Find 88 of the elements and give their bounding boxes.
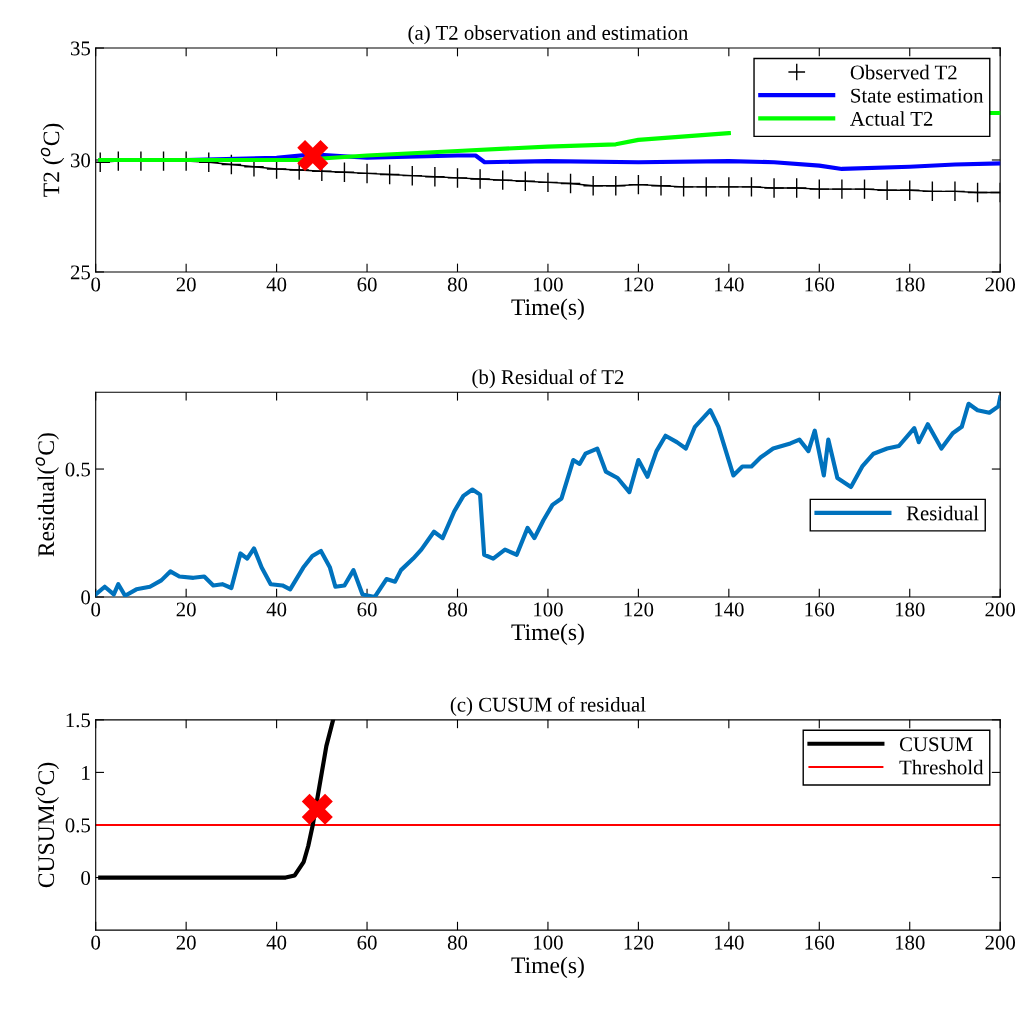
- point: [514, 170, 536, 192]
- point: [967, 182, 988, 203]
- legend-label: Actual T2: [850, 111, 933, 126]
- x-tick-label: 60: [357, 602, 377, 617]
- y-tick-label: 1.5: [66, 713, 91, 728]
- legend-label: State estimation: [851, 88, 984, 103]
- point: [763, 177, 785, 199]
- point: [401, 165, 423, 187]
- x-axis-title: Time(s): [511, 298, 584, 320]
- x-tick-label: 160: [805, 277, 835, 292]
- point: [379, 164, 401, 185]
- x-tick-label: 20: [176, 602, 196, 617]
- y-axis-title: CUSUM($^{o}$C): [35, 762, 59, 888]
- x-tick-label: 20: [176, 277, 196, 292]
- point: [334, 161, 355, 183]
- point: [650, 175, 672, 197]
- x-tick-label: 140: [715, 277, 744, 292]
- y-tick-label: 35: [71, 41, 91, 56]
- chart-title: (b) Residual of T2: [472, 369, 624, 389]
- y-tick-label: 0.5: [65, 462, 91, 477]
- point: [560, 173, 581, 194]
- x-tick-label: 180: [895, 935, 925, 950]
- chart-title: (c) CUSUM of residual: [450, 696, 646, 716]
- point: [297, 139, 329, 172]
- point: [447, 167, 468, 189]
- x-tick-label: 200: [985, 277, 1016, 292]
- x-tick-label: 20: [176, 935, 196, 950]
- y-tick-label: 30: [71, 153, 91, 168]
- legend-label: Observed T2: [850, 64, 957, 80]
- x-tick-label: 180: [895, 602, 925, 617]
- x-tick-label: 60: [357, 935, 377, 950]
- point: [537, 171, 559, 193]
- point: [944, 180, 966, 202]
- point: [876, 179, 898, 201]
- y-tick-label: 25: [70, 265, 91, 280]
- point: [718, 176, 740, 198]
- y-tick-label: 0.5: [65, 818, 91, 833]
- x-tick-label: 80: [447, 277, 468, 292]
- line-series: [98, 719, 336, 880]
- x-tick-label: 160: [805, 935, 835, 950]
- point: [492, 169, 514, 191]
- legend-label: Threshold: [899, 759, 984, 775]
- x-tick-label: 40: [266, 602, 287, 617]
- x-tick-label: 140: [715, 602, 744, 617]
- x-tick-label: 80: [447, 602, 468, 617]
- point: [582, 175, 604, 197]
- point: [673, 176, 695, 198]
- x-tick-label: 0: [91, 935, 101, 950]
- y-axis-title: T2 ($^{o}$C): [40, 123, 65, 197]
- x-tick-label: 200: [985, 602, 1016, 617]
- y-tick-label: 0: [81, 870, 91, 885]
- x-tick-label: 80: [447, 935, 468, 950]
- x-tick-label: 180: [895, 277, 925, 292]
- x-tick-label: 200: [985, 935, 1016, 950]
- point: [854, 178, 875, 200]
- x-tick-label: 160: [805, 602, 835, 617]
- x-tick-label: 60: [357, 277, 377, 292]
- point: [424, 166, 446, 188]
- y-tick-label: 1: [82, 765, 90, 780]
- x-tick-label: 120: [624, 935, 654, 950]
- legend-label: CUSUM: [899, 737, 973, 752]
- point: [831, 178, 853, 200]
- point: [627, 174, 649, 196]
- x-tick-label: 100: [534, 935, 563, 950]
- x-tick-label: 100: [534, 602, 563, 617]
- x-tick-label: 100: [534, 277, 563, 292]
- chart-title: (a) T2 observation and estimation: [408, 25, 689, 45]
- x-axis-title: Time(s): [511, 623, 584, 645]
- point: [469, 168, 491, 190]
- point: [808, 178, 830, 200]
- point: [786, 177, 808, 199]
- x-tick-label: 40: [266, 277, 287, 292]
- y-axis-title: Residual($^{o}$C): [35, 433, 59, 557]
- point: [921, 180, 943, 202]
- x-tick-label: 120: [624, 602, 654, 617]
- legend-label: Residual: [906, 505, 979, 521]
- point: [220, 154, 242, 175]
- x-tick-label: 0: [91, 602, 101, 617]
- y-tick-label: 0: [81, 590, 91, 605]
- x-tick-label: 140: [715, 935, 744, 950]
- x-axis-title: Time(s): [511, 956, 584, 979]
- x-tick-label: 40: [266, 935, 287, 950]
- point: [356, 163, 378, 184]
- line-series: [95, 395, 1001, 597]
- x-tick-label: 120: [624, 277, 654, 292]
- point: [741, 176, 762, 198]
- point: [695, 176, 717, 198]
- x-tick-label: 0: [91, 277, 101, 292]
